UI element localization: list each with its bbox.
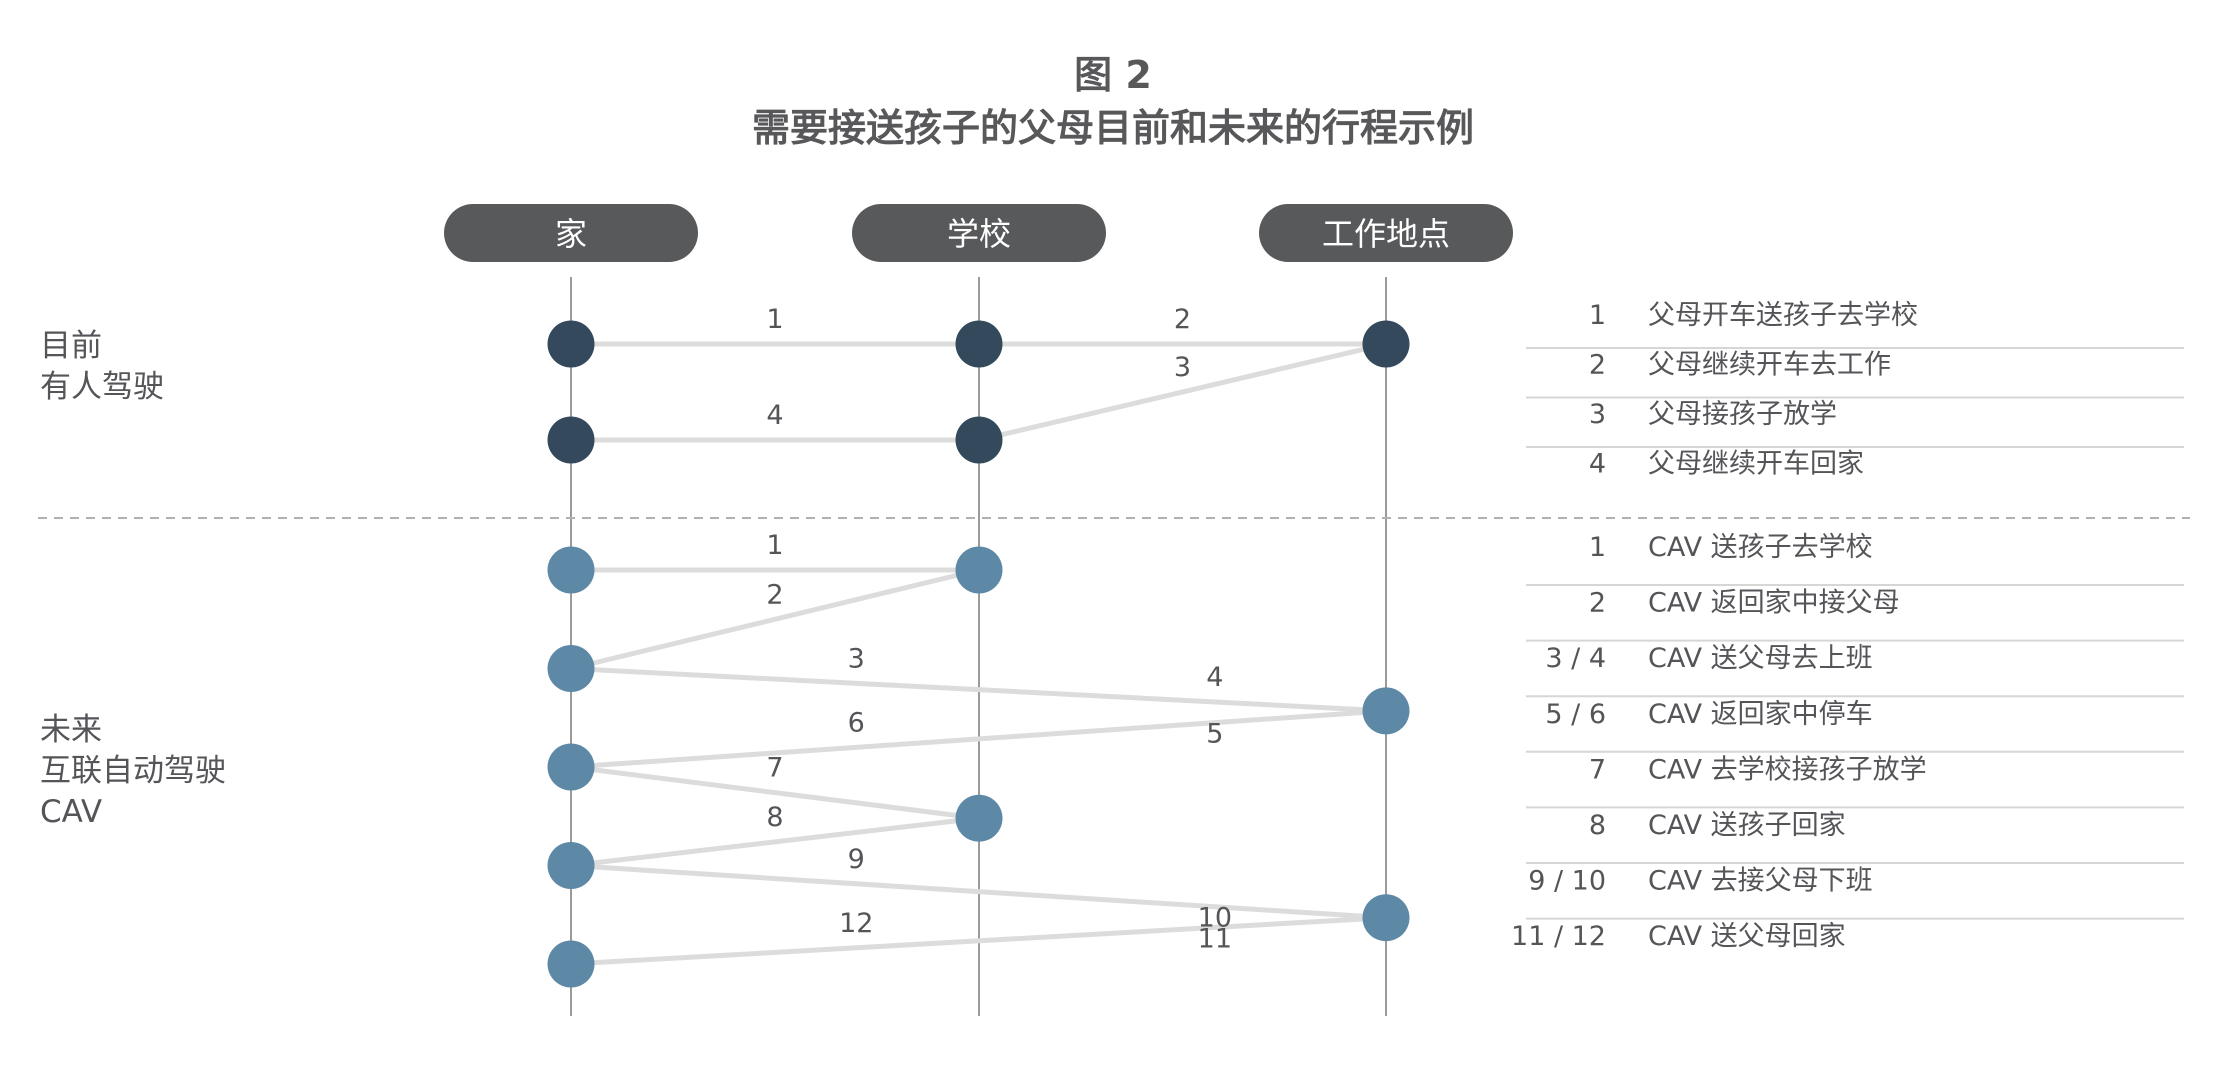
current-trip-label: 4 [766, 400, 783, 431]
current-section-label: 有人驾驶 [40, 369, 164, 405]
future-route-2 [570, 567, 980, 671]
future-legend-text: CAV 去接父母下班 [1648, 866, 1873, 897]
future-route-7 [570, 863, 1387, 921]
future-trip-label: 3 [848, 643, 865, 674]
current-trip-label: 2 [1174, 304, 1191, 335]
future-legend-number: 5 / 6 [1545, 699, 1606, 730]
current-legend-number: 4 [1589, 449, 1606, 480]
future-trip-label-return: 10 [1198, 903, 1232, 934]
future-trip-label: 9 [848, 844, 865, 875]
future-legend-number: 3 / 4 [1545, 643, 1606, 674]
future-stop-dot-3 [1362, 687, 1410, 735]
future-stop-dot-0 [547, 546, 595, 594]
current-legend-number: 1 [1589, 300, 1606, 331]
future-legend-text: CAV 返回家中停车 [1648, 699, 1873, 730]
future-stop-dot-5 [955, 794, 1003, 842]
current-stop-dot-1 [955, 320, 1003, 368]
future-stop-dot-2 [547, 645, 595, 692]
current-legend-text: 父母开车送孩子去学校 [1648, 300, 1918, 331]
future-legend-text: CAV 送孩子去学校 [1648, 532, 1873, 563]
current-legend-number: 3 [1589, 399, 1606, 430]
future-legend-number: 1 [1589, 532, 1606, 563]
current-stop-dot-3 [547, 416, 595, 464]
future-stop-dot-1 [955, 546, 1003, 594]
future-legend-number: 9 / 10 [1528, 866, 1606, 897]
future-legend-text: CAV 返回家中接父母 [1648, 588, 1900, 619]
current-legend-text: 父母继续开车去工作 [1648, 350, 1891, 381]
future-trip-label: 2 [766, 579, 783, 610]
column-header-label-2: 工作地点 [1322, 215, 1450, 253]
current-trip-label: 3 [1174, 352, 1191, 383]
column-header-pill-2 [1259, 204, 1513, 262]
current-legend-text: 父母继续开车回家 [1648, 449, 1864, 480]
figure-number: 图 2 [1074, 53, 1152, 97]
future-trip-label-return: 4 [1206, 662, 1223, 693]
column-header-label-0: 家 [555, 215, 587, 253]
future-route-3 [570, 666, 1387, 714]
current-stop-dot-0 [547, 320, 595, 368]
future-legend-text: CAV 去学校接孩子放学 [1648, 754, 1927, 785]
future-section-label: 互联自动驾驶 [40, 753, 226, 789]
future-legend-text: CAV 送孩子回家 [1648, 810, 1846, 841]
figure-title: 需要接送孩子的父母目前和未来的行程示例 [752, 106, 1474, 150]
current-legend-text: 父母接孩子放学 [1648, 399, 1837, 430]
future-section-label: CAV [40, 794, 102, 830]
future-stop-dot-7 [1362, 894, 1410, 942]
future-trip-label-return: 11 [1198, 923, 1232, 954]
future-route-4 [570, 708, 1387, 770]
future-trip-label-return: 5 [1206, 719, 1223, 750]
future-stop-dot-8 [547, 940, 595, 988]
column-header-pill-1 [852, 204, 1106, 262]
future-route-8 [570, 915, 1387, 967]
future-legend-number: 2 [1589, 588, 1606, 619]
column-header-pill-0 [444, 204, 698, 262]
future-legend-number: 7 [1589, 754, 1606, 785]
future-trip-label: 12 [839, 908, 873, 939]
future-legend-text: CAV 送父母回家 [1648, 921, 1846, 952]
current-section-label: 目前 [40, 328, 102, 364]
future-route-6 [570, 815, 980, 868]
current-trip-label: 1 [766, 304, 783, 335]
future-legend-text: CAV 送父母去上班 [1648, 643, 1873, 674]
future-route-5 [570, 764, 980, 821]
future-trip-label: 7 [766, 753, 783, 784]
future-trip-label: 1 [766, 530, 783, 561]
future-stop-dot-6 [547, 842, 595, 889]
future-legend-number: 11 / 12 [1511, 921, 1606, 952]
future-legend-number: 8 [1589, 810, 1606, 841]
current-route-3 [978, 341, 1387, 443]
future-trip-label: 6 [848, 707, 865, 738]
current-legend-number: 2 [1589, 350, 1606, 381]
future-section-label: 未来 [40, 712, 102, 748]
current-stop-dot-2 [1362, 320, 1410, 368]
current-stop-dot-4 [955, 416, 1003, 464]
column-header-label-1: 学校 [947, 215, 1011, 253]
future-stop-dot-4 [547, 743, 595, 791]
future-trip-label: 8 [766, 802, 783, 833]
